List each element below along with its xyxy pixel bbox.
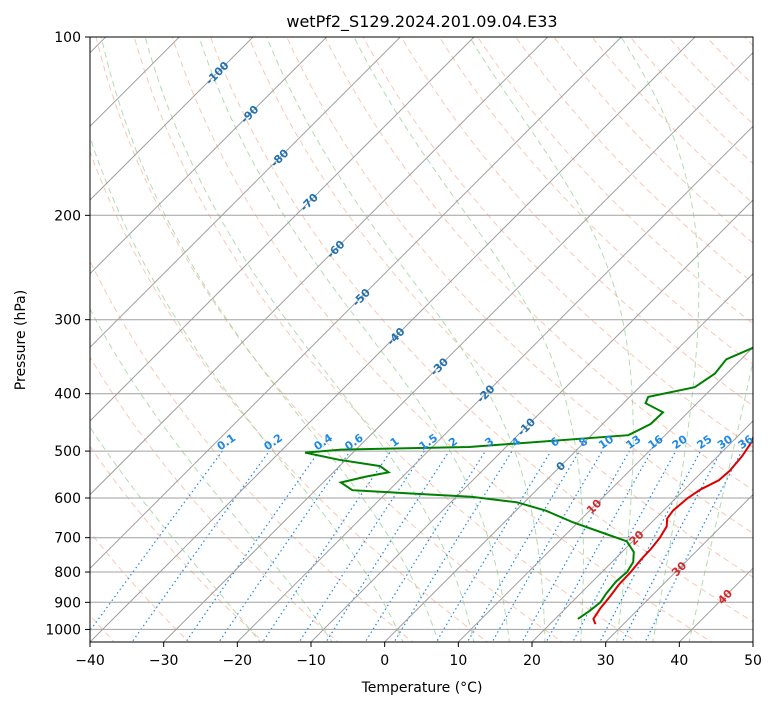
x-tick-label: 10 [449,653,467,669]
y-tick-label: 900 [54,595,81,611]
isotherm-line [310,199,753,642]
x-tick-label: −20 [223,653,253,669]
mixing-ratio-line [218,450,351,642]
isotherm-line [236,125,753,642]
x-tick-label: 30 [597,653,615,669]
y-tick-label: 600 [54,491,81,507]
isotherm-line [90,37,254,201]
mixing-ratio-label: 36 [736,432,756,452]
temperature-profile-line [592,433,753,625]
isotherm-line [90,37,475,422]
isotherm-line [90,37,402,349]
isotherm-line [90,37,328,275]
mixing-ratio-line [90,450,223,632]
y-tick-label: 800 [54,565,81,581]
x-tick-label: −40 [75,653,105,669]
y-tick-label: 100 [54,30,81,46]
x-tick-label: 20 [523,653,541,669]
y-tick-label: 400 [54,387,81,403]
mixing-ratio-line [644,450,743,642]
mixing-ratio-line [521,450,631,642]
isotherm-line [383,272,753,642]
y-axis-title: Pressure (hPa) [13,290,29,390]
y-tick-label: 1000 [45,622,81,638]
isotherm-line [90,37,623,570]
mixing-ratio-line [393,450,513,642]
x-axis-title: Temperature (°C) [361,680,483,696]
plot-frame [89,36,754,643]
y-tick-label: 700 [54,531,81,547]
chart-title: wetPf2_S129.2024.201.09.04.E33 [286,12,557,32]
y-tick-label: 200 [54,208,81,224]
y-tick-label: 500 [54,444,81,460]
isotherm-line [457,346,753,642]
isotherm-line [162,51,753,642]
profile-lines [304,346,753,625]
y-tick-label: 300 [54,313,81,329]
x-tick-label: 40 [670,653,688,669]
dewpoint-profile-line [304,346,753,620]
grid-lines [90,37,753,642]
dry-adiabat [90,259,414,642]
mixing-ratio-line [298,450,425,642]
mixing-ratio-line [435,450,552,642]
x-tick-label: −10 [296,653,326,669]
isotherm-line [90,37,696,642]
mixing-ratio-line [621,450,722,642]
x-tick-label: −30 [149,653,179,669]
axes: −40 −30 −20 −10 0 10 20 30 40 50 100 200 300 400 500 60… [45,30,762,669]
isotherm-line [604,493,753,642]
x-tick-label: 0 [380,653,389,669]
x-tick-label: 50 [744,653,762,669]
dry-adiabat [90,150,489,642]
isotherm-line [90,37,549,496]
mixing-ratio-line [325,450,450,642]
isotherm-line [531,420,753,642]
